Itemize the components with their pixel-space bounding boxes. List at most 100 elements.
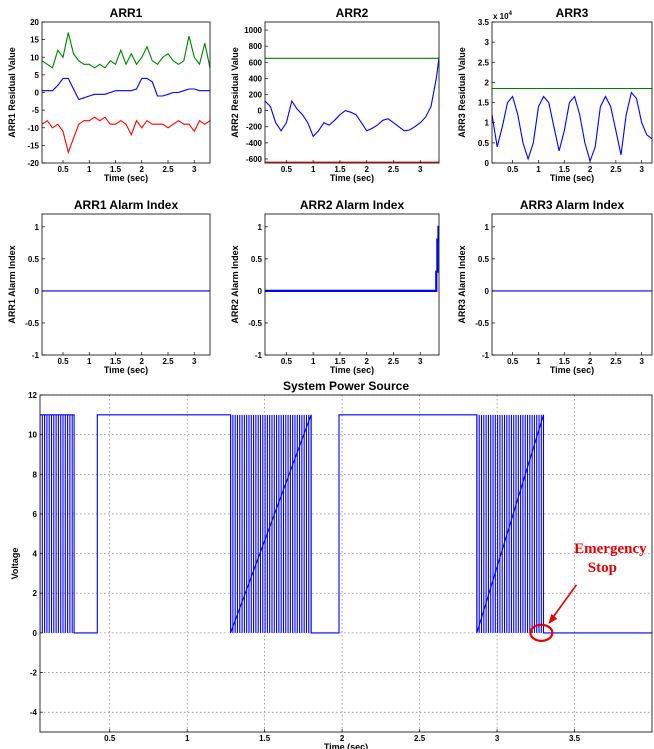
series-group: [265, 225, 439, 292]
y-axis-label: ARR2 Alarm Index: [230, 245, 240, 323]
x-tick-label: 2: [364, 357, 369, 366]
y-tick-label: -2: [30, 669, 38, 678]
y-axis-label: ARR2 Residual Value: [230, 47, 240, 138]
x-axis-label: Time (sec): [104, 365, 148, 375]
x-tick-label: 2.5: [610, 357, 622, 366]
plot-area: [265, 214, 439, 355]
x-tick-label: 1: [185, 734, 190, 743]
x-tick-label: 2.5: [388, 357, 400, 366]
y-axis-label: Voltage: [10, 548, 20, 580]
exponent-superscript: 4: [509, 11, 513, 17]
y-tick-label: 0.5: [28, 255, 40, 264]
y-tick-label: 0.5: [478, 139, 490, 148]
y-tick-label: 12: [28, 391, 37, 400]
y-tick-label: 0.5: [478, 255, 490, 264]
panel-5: 0.5 1 1.5 2 2.5 3 1 0.5 0 -0.5 -1 ARR2 Alarm Index T…: [230, 198, 440, 375]
series-group: [265, 57, 439, 163]
x-tick-label: 0.5: [281, 357, 293, 366]
x-tick-label: 3: [192, 357, 197, 366]
plot-area: [492, 22, 652, 163]
x-tick-label: 1: [311, 357, 316, 366]
emergency-stop-arrow: [549, 584, 578, 622]
y-tick-label: 3: [485, 38, 490, 47]
series-line-3: [42, 116, 210, 155]
y-tick-label: 2.5: [478, 58, 490, 67]
y-tick-label: -1: [482, 351, 490, 360]
axis-exponent-label: x 104: [493, 11, 513, 21]
axes-frame: [491, 213, 653, 356]
x-tick-label: 1.5: [110, 165, 122, 174]
y-axis-label: ARR1 Alarm Index: [7, 245, 17, 323]
panel-7: 0.5 1 1.5 2 2.5 3 3.5 12 10 8 6 4 2 0 -2 -4 System Power…: [10, 379, 653, 749]
x-tick-label: 2: [140, 357, 145, 366]
y-tick-label: 1000: [244, 26, 262, 35]
x-tick-label: 2.5: [162, 357, 174, 366]
axes-frame: [39, 394, 653, 733]
y-tick-label: 10: [28, 431, 37, 440]
x-axis-label: Time (sec): [330, 173, 374, 183]
x-tick-label: 2: [340, 734, 345, 743]
x-tick-label: 3: [418, 165, 423, 174]
y-tick-label: 600: [249, 58, 263, 67]
y-tick-label: 0: [485, 287, 490, 296]
plot-area: [42, 22, 210, 163]
x-axis-label: Time (sec): [550, 173, 594, 183]
x-tick-label: 3: [639, 165, 644, 174]
series-group: [40, 414, 652, 634]
y-tick-label: -1: [255, 351, 263, 360]
x-tick-label: 0.5: [57, 165, 69, 174]
x-tick-label: 2: [588, 357, 593, 366]
y-axis-label: ARR1 Residual Value: [7, 47, 17, 138]
y-tick-label: 200: [249, 91, 263, 100]
series-group: [492, 87, 652, 163]
y-tick-label: -600: [246, 155, 263, 164]
y-tick-label: -15: [27, 141, 39, 150]
y-axis-label: ARR3 Residual Value: [457, 47, 467, 138]
plot-area: [265, 22, 439, 163]
y-tick-label: -20: [27, 159, 39, 168]
series-line-2: [492, 91, 652, 163]
x-axis-label: Time (sec): [550, 365, 594, 375]
y-tick-label: 0: [258, 107, 263, 116]
axes-frame: [264, 21, 440, 164]
y-tick-label: 800: [249, 42, 263, 51]
x-tick-label: 1.5: [110, 357, 122, 366]
x-tick-label: 2.5: [162, 165, 174, 174]
x-tick-label: 0.5: [281, 165, 293, 174]
y-tick-label: 10: [30, 53, 39, 62]
y-tick-label: 0: [35, 89, 40, 98]
chart-title: ARR2: [336, 6, 369, 20]
x-tick-label: 2.5: [610, 165, 622, 174]
y-tick-label: 8: [33, 470, 38, 479]
x-tick-label: 1.5: [334, 357, 346, 366]
y-axis-label: ARR3 Alarm Index: [457, 245, 467, 323]
y-tick-label: 0: [35, 287, 40, 296]
x-tick-label: 1.5: [559, 165, 571, 174]
axes-frame: [41, 213, 211, 356]
x-tick-label: 1.5: [259, 734, 271, 743]
x-tick-label: 2: [364, 165, 369, 174]
y-tick-label: 2: [485, 78, 490, 87]
y-tick-label: -5: [32, 106, 40, 115]
axes-frame: [264, 213, 440, 356]
y-tick-label: -200: [246, 123, 263, 132]
x-tick-label: 3: [495, 734, 500, 743]
y-tick-label: -400: [246, 139, 263, 148]
y-tick-label: 1.5: [478, 99, 490, 108]
x-tick-label: 1.5: [559, 357, 571, 366]
x-tick-label: 1.5: [334, 165, 346, 174]
emergency-stop-arrowhead: [548, 613, 558, 624]
panel-4: 0.5 1 1.5 2 2.5 3 1 0.5 0 -0.5 -1 ARR1 Alarm Index T…: [7, 198, 211, 375]
y-tick-label: -0.5: [475, 319, 489, 328]
x-tick-label: 3: [418, 357, 423, 366]
emergency-stop-circle: [529, 623, 554, 642]
series-line-2: [42, 77, 210, 101]
chart-title: ARR1: [110, 6, 143, 20]
series-line-3: [265, 58, 439, 138]
x-tick-label: 1: [536, 165, 541, 174]
y-tick-label: 2: [33, 589, 38, 598]
y-tick-label: 20: [30, 18, 39, 27]
x-tick-label: 3.5: [569, 734, 581, 743]
y-tick-label: 3.5: [478, 18, 490, 27]
